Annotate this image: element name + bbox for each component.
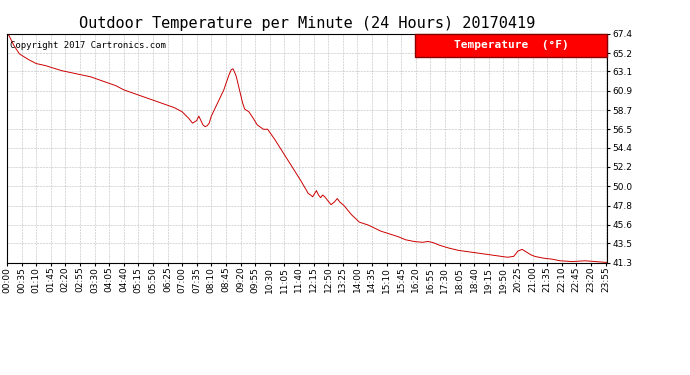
Bar — [415, 34, 607, 57]
Text: Temperature  (°F): Temperature (°F) — [454, 40, 569, 50]
Title: Outdoor Temperature per Minute (24 Hours) 20170419: Outdoor Temperature per Minute (24 Hours… — [79, 16, 535, 31]
Text: Copyright 2017 Cartronics.com: Copyright 2017 Cartronics.com — [10, 40, 166, 50]
